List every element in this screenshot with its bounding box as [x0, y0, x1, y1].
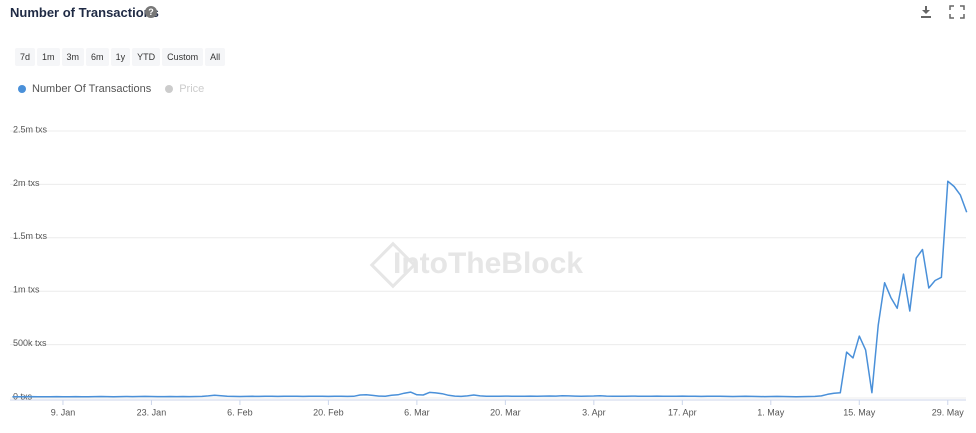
range-button[interactable]: 7d: [15, 48, 36, 66]
legend-item[interactable]: Price: [165, 83, 204, 95]
x-tick-label: 6. Mar: [404, 407, 430, 417]
x-tick-label: 3. Apr: [582, 407, 606, 417]
data-line: [12, 180, 968, 398]
y-tick-label: 2.5m txs: [13, 124, 48, 134]
watermark: IntoTheBlock: [393, 247, 583, 280]
y-tick-label: 1m txs: [13, 285, 40, 295]
x-tick-label: 17. Apr: [668, 407, 697, 417]
x-tick-label: 20. Feb: [313, 407, 344, 417]
y-tick-label: 2m txs: [13, 178, 40, 188]
range-button[interactable]: 6m: [86, 48, 109, 66]
range-button[interactable]: 1y: [110, 48, 131, 66]
range-button[interactable]: 3m: [61, 48, 85, 66]
range-buttons: 7d 1m 3m 6m 1y YTD Custom All: [15, 48, 226, 66]
download-icon[interactable]: [921, 6, 931, 18]
legend-label: Price: [179, 83, 205, 95]
x-tick-label: 20. Mar: [490, 407, 521, 417]
legend-item[interactable]: Number Of Transactions: [18, 83, 151, 95]
watermark-logo: [369, 241, 417, 289]
x-tick-label: 29. May: [932, 407, 965, 417]
fullscreen-icon[interactable]: [949, 5, 965, 19]
x-tick-label: 23. Jan: [137, 407, 167, 417]
legend-marker: [165, 85, 174, 93]
y-tick-label: 500k txs: [13, 338, 47, 348]
range-button[interactable]: All: [205, 48, 226, 66]
legend: Number Of Transactions Price: [18, 83, 204, 95]
range-button[interactable]: 1m: [37, 48, 60, 66]
legend-marker: [18, 85, 26, 93]
legend-label: Number Of Transactions: [32, 83, 152, 95]
help-icon[interactable]: ?: [145, 6, 157, 18]
chart-title: Number of Transactions: [10, 5, 159, 20]
range-button[interactable]: Custom: [162, 48, 204, 66]
x-tick-label: 15. May: [843, 407, 876, 417]
range-button[interactable]: YTD: [132, 48, 161, 66]
x-tick-label: 1. May: [757, 407, 785, 417]
y-tick-label: 1.5m txs: [13, 231, 48, 241]
x-tick-label: 6. Feb: [227, 407, 253, 417]
x-tick-label: 9. Jan: [51, 407, 76, 417]
